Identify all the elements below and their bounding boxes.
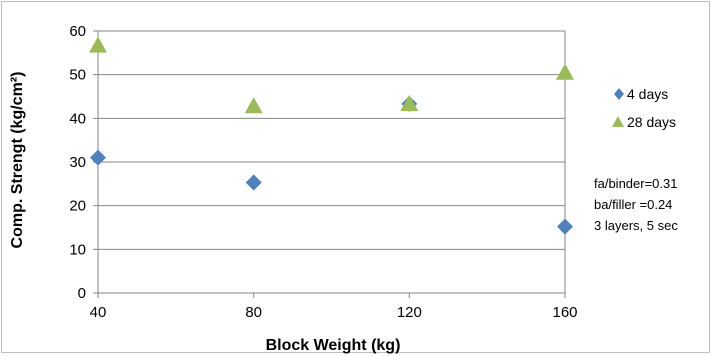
x-tick-label-80: 80 [245,304,262,321]
marks-layer [89,36,574,235]
point-28-days-120 [400,94,419,112]
point-28-days-160 [556,63,574,80]
y-tick-label-0: 0 [78,285,86,302]
axes-layer [93,30,566,298]
x-tick-label-40: 40 [90,304,107,321]
labels-layer: 0 10 20 30 40 50 60 40 80 120 160 [69,23,577,321]
legend-label-4-days: 4 days [627,86,668,102]
y-tick-label-40: 40 [69,110,86,127]
annotation-block: fa/binder=0.31 ba/filler =0.24 3 layers,… [594,176,678,233]
annotation-ba-filler: ba/filler =0.24 [594,197,672,212]
x-tick-label-120: 120 [397,304,422,321]
y-tick-label-60: 60 [69,23,86,40]
y-tick-label-20: 20 [69,198,86,215]
y-tick-label-10: 10 [69,241,86,258]
y-axis-title: Comp. Strengt (kg/cm²) [9,72,26,249]
legend: 4 days 28 days [612,86,676,130]
legend-marker-4-days [614,88,624,100]
x-tick-label-160: 160 [552,304,577,321]
point-4-days-40 [90,149,106,166]
point-4-days-160 [557,218,573,235]
point-4-days-80 [245,174,262,191]
legend-marker-28-days [612,116,624,127]
y-tick-label-50: 50 [69,67,86,84]
legend-label-28-days: 28 days [627,114,676,130]
grid-layer [98,30,565,250]
annotation-fa-binder: fa/binder=0.31 [594,176,677,191]
point-28-days-40 [89,36,107,53]
point-28-days-80 [244,97,263,114]
x-axis-title: Block Weight (kg) [266,337,401,354]
annotation-layers: 3 layers, 5 sec [594,218,678,233]
y-tick-label-30: 30 [69,154,86,171]
